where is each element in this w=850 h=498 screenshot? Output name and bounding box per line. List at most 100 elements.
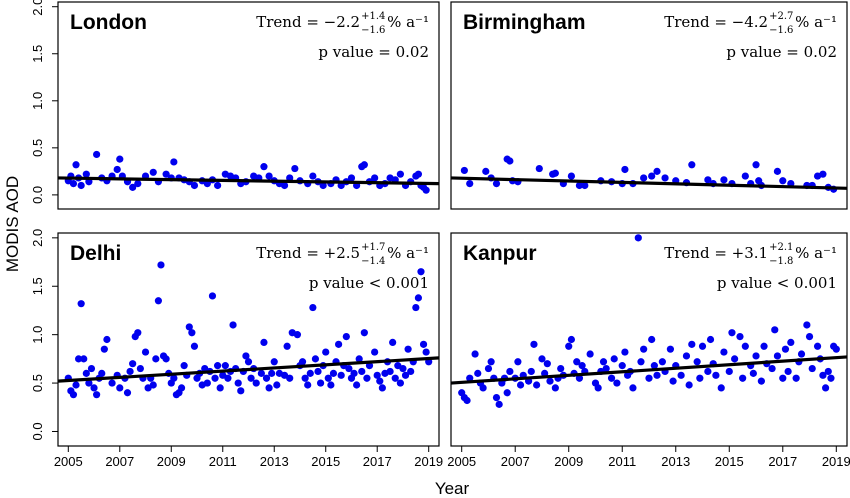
data-point	[82, 369, 90, 377]
data-point	[661, 174, 669, 182]
data-point	[414, 170, 423, 178]
data-point	[103, 335, 111, 344]
data-point	[669, 377, 677, 385]
data-point	[214, 362, 222, 370]
data-point	[108, 379, 116, 387]
data-point	[618, 362, 626, 370]
data-point	[728, 329, 736, 337]
data-point	[371, 348, 379, 356]
data-point	[90, 384, 98, 392]
data-point	[781, 345, 790, 353]
data-point	[717, 384, 725, 392]
x-tick-label: 2015	[311, 454, 340, 469]
trend-unit: % a⁻¹	[795, 244, 837, 262]
data-point	[180, 362, 188, 370]
data-point	[298, 358, 307, 366]
data-point	[575, 374, 584, 382]
trend-value: Trend = +2.5	[256, 244, 360, 262]
data-point	[417, 268, 425, 276]
data-point	[813, 342, 822, 350]
data-point	[787, 338, 795, 347]
data-point	[93, 150, 101, 159]
data-point	[749, 369, 757, 377]
data-point	[567, 172, 576, 180]
data-point	[401, 371, 410, 379]
trend-ci-lower: −1.8	[769, 256, 793, 267]
trend-line	[450, 176, 848, 190]
data-point	[291, 164, 299, 173]
y-tick-label: 1.5	[30, 277, 45, 295]
data-point	[466, 374, 474, 382]
x-tick-label: 2015	[715, 454, 744, 469]
data-point	[557, 364, 565, 373]
data-point	[378, 384, 386, 392]
data-point	[270, 358, 278, 366]
panel-title: Birmingham	[463, 11, 586, 34]
data-point	[129, 360, 137, 368]
data-point	[482, 167, 490, 175]
data-point	[731, 355, 739, 363]
data-point	[329, 369, 338, 377]
data-point	[422, 348, 430, 356]
data-point	[484, 364, 493, 373]
panel-frame	[57, 1, 440, 210]
y-tick-label: 0.5	[30, 139, 45, 157]
data-point	[100, 345, 108, 353]
data-point	[247, 374, 255, 382]
data-point	[162, 355, 170, 363]
x-tick-label: 2007	[105, 454, 134, 469]
data-point	[492, 179, 501, 188]
data-point	[304, 381, 312, 389]
data-point	[203, 379, 211, 387]
data-point	[360, 161, 368, 169]
data-point	[224, 374, 232, 382]
data-point	[327, 381, 335, 389]
data-point	[208, 292, 217, 300]
data-point	[419, 340, 428, 348]
x-tick-label: 2009	[157, 454, 186, 469]
data-point	[527, 367, 535, 376]
data-point	[229, 321, 237, 329]
data-point	[399, 364, 407, 373]
data-point	[677, 371, 685, 379]
data-point	[347, 174, 356, 182]
y-tick-label: 2.0	[30, 229, 45, 247]
data-point	[741, 172, 749, 180]
data-point	[87, 364, 96, 373]
data-point	[414, 294, 423, 302]
data-point	[342, 332, 350, 341]
data-point	[389, 338, 397, 347]
data-point	[698, 342, 707, 350]
data-point	[688, 340, 696, 348]
data-point	[242, 352, 250, 360]
trend-unit: % a⁻¹	[387, 13, 429, 31]
p-value: p value = 0.02	[726, 43, 837, 61]
p-value: p value < 0.001	[717, 274, 837, 292]
data-point	[396, 379, 404, 387]
data-point	[234, 379, 242, 387]
data-point	[177, 384, 186, 392]
data-point	[573, 358, 581, 366]
data-point	[779, 177, 787, 185]
data-point	[492, 393, 501, 402]
data-point	[350, 369, 358, 377]
data-point	[154, 297, 162, 305]
panel-title: Delhi	[70, 242, 121, 265]
data-point	[784, 367, 792, 376]
data-point	[773, 352, 782, 360]
data-point	[286, 374, 294, 382]
data-point	[358, 367, 366, 376]
data-point	[704, 367, 712, 376]
data-point	[575, 181, 584, 190]
data-point	[262, 374, 271, 382]
data-point	[407, 367, 415, 376]
data-point	[621, 348, 629, 356]
data-point	[516, 381, 525, 389]
data-point	[621, 165, 629, 174]
data-point	[640, 174, 648, 182]
data-point	[170, 158, 178, 166]
data-point	[581, 181, 589, 190]
data-point	[792, 374, 800, 382]
data-point	[821, 384, 830, 392]
data-point	[832, 345, 840, 353]
